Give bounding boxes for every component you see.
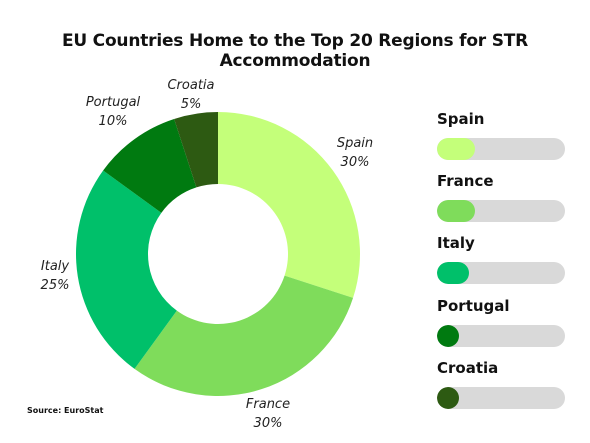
legend-bar-fill xyxy=(437,200,475,222)
legend-bar-fill xyxy=(437,262,469,284)
slice-label-croatia: Croatia xyxy=(167,78,214,93)
legend-label: Portugal xyxy=(437,297,510,315)
slice-value-portugal: 10% xyxy=(99,114,128,129)
legend-item-portugal: Portugal xyxy=(437,297,567,347)
legend-bar-fill xyxy=(437,138,475,160)
slice-value-croatia: 5% xyxy=(181,97,202,112)
donut-chart: Spain 30% France 30% Italy 25% Portugal 10% Croa… xyxy=(41,78,374,431)
donut-slice-italy xyxy=(76,170,177,369)
legend-item-france: France xyxy=(437,172,567,222)
legend-label: Spain xyxy=(437,110,485,128)
slice-label-italy: Italy xyxy=(41,259,70,274)
slice-label-spain: Spain xyxy=(337,136,373,151)
legend-bar-track xyxy=(437,138,565,160)
slice-label-france: France xyxy=(246,397,290,412)
legend-label: Italy xyxy=(437,234,475,252)
donut-slice-france xyxy=(134,275,354,396)
legend-item-croatia: Croatia xyxy=(437,359,567,409)
legend-item-spain: Spain xyxy=(437,110,567,160)
legend-bar-track xyxy=(437,200,565,222)
donut-slice-spain xyxy=(218,112,360,298)
legend-label: France xyxy=(437,172,494,190)
legend-bar-fill xyxy=(437,325,459,347)
chart-title: EU Countries Home to the Top 20 Regions … xyxy=(61,31,529,71)
legend-bar-track xyxy=(437,387,565,409)
slice-value-france: 30% xyxy=(254,416,283,431)
slice-label-portugal: Portugal xyxy=(86,95,141,110)
legend-item-italy: Italy xyxy=(437,234,567,284)
legend-bar-track xyxy=(437,325,565,347)
source-note: Source: EuroStat xyxy=(27,406,104,415)
slice-value-spain: 30% xyxy=(341,155,370,170)
legend-bar-track xyxy=(437,262,565,284)
slice-value-italy: 25% xyxy=(41,278,70,293)
donut-slice-portugal xyxy=(103,118,197,213)
legend-label: Croatia xyxy=(437,359,499,377)
legend-bar-fill xyxy=(437,387,459,409)
donut-slice-croatia xyxy=(174,112,218,188)
